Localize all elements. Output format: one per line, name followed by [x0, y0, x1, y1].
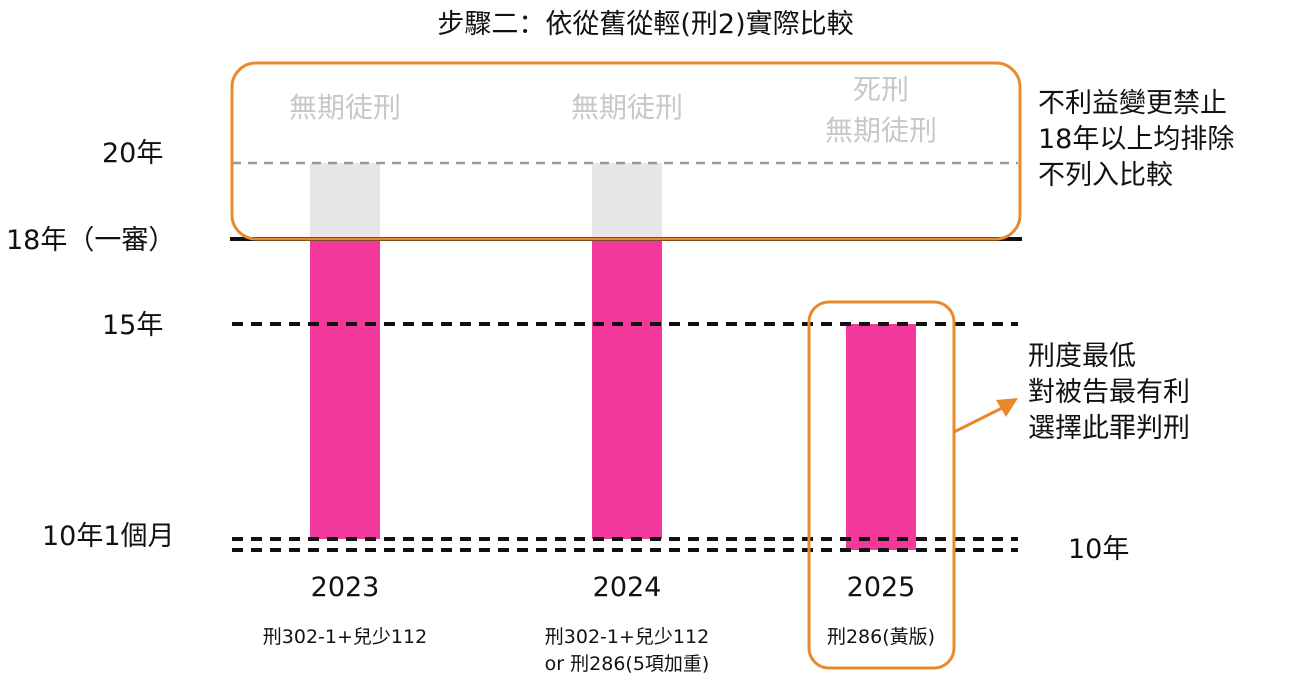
y-tick-20: 20年 — [102, 138, 164, 169]
law-label-2024-line1: 刑302-1+兒少112 — [544, 626, 710, 648]
annotation-exclusion: 不利益變更禁止 18年以上均排除 不列入比較 — [1038, 86, 1234, 194]
y-tick-10-right: 10年 — [1068, 534, 1130, 565]
upper-label-2025-death: 死刑 — [852, 73, 909, 106]
annotation-arrow-line — [953, 406, 1003, 434]
y-tick-18: 18年（一審） — [6, 225, 176, 256]
upper-label-2023: 無期徒刑 — [288, 91, 401, 124]
y-tick-15: 15年 — [102, 310, 164, 341]
annotation-exclusion-line3: 不列入比較 — [1038, 159, 1173, 191]
annotation-exclusion-line1: 不利益變更禁止 — [1038, 88, 1227, 119]
bar-2023 — [310, 239, 380, 539]
law-label-2024-line2: or 刑286(5項加重) — [544, 653, 710, 675]
law-label-2025: 刑286(黃版) — [826, 626, 936, 648]
annotation-arrow-head — [996, 398, 1018, 417]
annotation-best-line1: 刑度最低 — [1028, 341, 1136, 372]
x-tick-2024: 2024 — [592, 572, 662, 603]
exclusion-frame — [230, 61, 1022, 241]
annotation-best-line2: 對被告最有利 — [1028, 376, 1190, 408]
annotation-best-line3: 選擇此罪判刑 — [1028, 412, 1190, 444]
x-tick-2023: 2023 — [310, 572, 380, 603]
highlight-frame-2025 — [807, 300, 956, 670]
chart-title: 步驟二：依從舊從輕(刑2)實際比較 — [437, 9, 854, 40]
excluded-segment-2023 — [310, 163, 380, 239]
upper-label-2025-life: 無期徒刑 — [824, 114, 937, 147]
x-tick-2025: 2025 — [846, 572, 916, 603]
excluded-segment-2024 — [592, 163, 662, 239]
bar-2025 — [846, 324, 916, 550]
law-label-2023: 刑302-1+兒少112 — [262, 626, 428, 648]
y-tick-10-1: 10年1個月 — [42, 521, 175, 552]
annotation-exclusion-line2: 18年以上均排除 — [1038, 123, 1235, 155]
annotation-best: 刑度最低 對被告最有利 選擇此罪判刑 — [1028, 339, 1190, 447]
upper-label-2024: 無期徒刑 — [570, 91, 683, 124]
bar-2024 — [592, 239, 662, 539]
